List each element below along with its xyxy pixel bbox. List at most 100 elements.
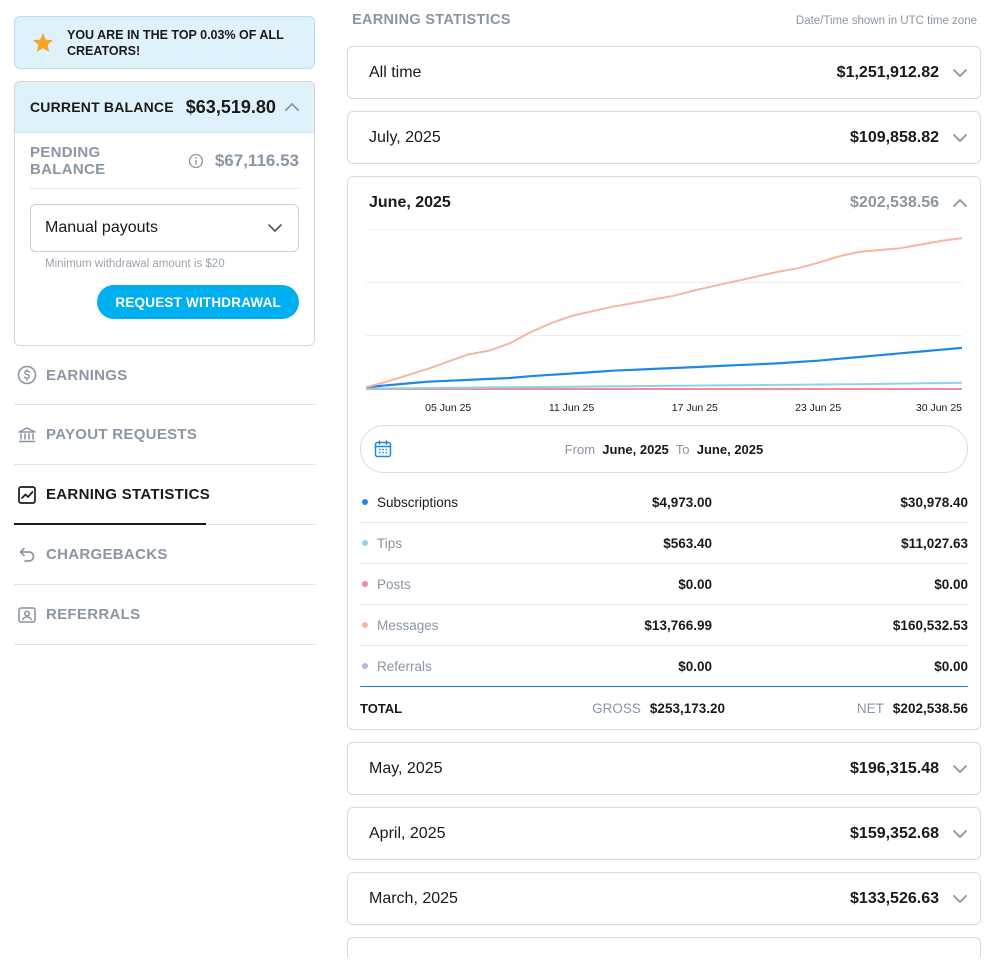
row-gross: $4,973.00 xyxy=(651,494,712,510)
to-label: To xyxy=(675,441,690,457)
from-value: June, 2025 xyxy=(602,441,669,457)
nav-item-earning-statistics[interactable]: EARNING STATISTICS xyxy=(14,465,315,525)
expanded-period-header[interactable]: June, 2025 $202,538.56 xyxy=(360,177,968,229)
nav-label-payout-requests: PAYOUT REQUESTS xyxy=(46,426,198,443)
banner-text: YOU ARE IN THE TOP 0.03% OF ALL CREATORS… xyxy=(67,27,284,58)
row-label: Posts xyxy=(377,576,411,592)
nav-label-referrals: REFERRALS xyxy=(46,606,141,623)
table-row-messages: Messages $13,766.99 $160,532.53 xyxy=(360,605,968,646)
table-row-subscriptions: Subscriptions $4,973.00 $30,978.40 xyxy=(360,482,968,523)
side-nav: EARNINGS PAYOUT REQUESTS EARNING STATIST… xyxy=(14,346,315,645)
series-dot xyxy=(362,622,368,628)
period-amount: $202,538.56 xyxy=(850,194,939,211)
period-row-may-2025[interactable]: May, 2025 $196,315.48 xyxy=(347,742,981,795)
page-title: EARNING STATISTICS xyxy=(352,12,511,28)
row-gross: $0.00 xyxy=(678,576,712,592)
to-value: June, 2025 xyxy=(696,441,764,457)
row-gross: $0.00 xyxy=(678,658,712,674)
series-line-tips xyxy=(365,381,963,390)
chevron-down-icon xyxy=(953,894,967,903)
row-net: $0.00 xyxy=(934,576,968,592)
min-withdrawal-hint: Minimum withdrawal amount is $20 xyxy=(45,258,225,270)
row-net: $160,532.53 xyxy=(892,617,968,633)
net-total: $202,538.56 xyxy=(892,700,968,716)
period-expanded-june-2025: June, 2025 $202,538.56 05 Jun 25 11 Jun 2… xyxy=(347,176,981,730)
nav-item-referrals[interactable]: REFERRALS xyxy=(14,585,315,645)
gross-label: GROSS xyxy=(592,700,641,716)
nav-item-chargebacks[interactable]: CHARGEBACKS xyxy=(14,525,315,585)
nav-item-payout-requests[interactable]: PAYOUT REQUESTS xyxy=(14,405,315,465)
series-dot xyxy=(362,499,368,505)
period-amount: $1,251,912.82 xyxy=(836,63,939,81)
nav-label-earning-statistics: EARNING STATISTICS xyxy=(46,486,211,503)
period-row-march-2025[interactable]: March, 2025 $133,526.63 xyxy=(347,872,981,925)
main-panel: EARNING STATISTICS Date/Time shown in UT… xyxy=(347,0,981,957)
row-net: $30,978.40 xyxy=(900,494,968,510)
x-tick-label: 23 Jun 25 xyxy=(795,402,841,414)
chevron-up-icon[interactable] xyxy=(284,99,300,115)
table-total-row: TOTAL GROSS $253,173.20 NET $202,538.56 xyxy=(360,687,968,729)
chevron-down-icon xyxy=(953,829,967,838)
x-tick-label: 30 Jun 25 xyxy=(916,402,962,414)
row-gross: $13,766.99 xyxy=(644,617,712,633)
period-amount: $196,315.48 xyxy=(850,759,939,777)
star-icon xyxy=(33,32,53,52)
series-dot xyxy=(362,663,368,669)
balance-card: CURRENT BALANCE $63,519.80 PENDING BALAN… xyxy=(14,81,315,346)
net-label: NET xyxy=(856,700,884,716)
row-net: $11,027.63 xyxy=(901,535,968,551)
row-label: Messages xyxy=(377,617,439,633)
calendar-icon[interactable] xyxy=(373,439,393,459)
pending-balance-value: $67,116.53 xyxy=(214,150,299,170)
period-name: All time xyxy=(369,63,422,81)
left-panel: YOU ARE IN THE TOP 0.03% OF ALL CREATORS… xyxy=(14,16,315,645)
period-name: July, 2025 xyxy=(369,128,441,146)
chart-svg: 05 Jun 25 11 Jun 25 17 Jun 25 23 Jun 25 30 J… xyxy=(365,229,963,414)
table-row-referrals: Referrals $0.00 $0.00 xyxy=(360,646,968,687)
earnings-line-chart: 05 Jun 25 11 Jun 25 17 Jun 25 23 Jun 25 30 J… xyxy=(360,229,968,421)
period-name: April, 2025 xyxy=(369,824,446,842)
period-row-april-2025[interactable]: April, 2025 $159,352.68 xyxy=(347,807,981,860)
period-name: May, 2025 xyxy=(369,759,443,777)
nav-label-chargebacks: CHARGEBACKS xyxy=(46,546,168,563)
chevron-up-icon xyxy=(953,199,967,207)
current-balance-value: $63,519.80 xyxy=(185,96,276,117)
series-dot xyxy=(362,540,368,546)
series-line-subscriptions xyxy=(365,346,963,389)
pending-balance-label: PENDING BALANCE xyxy=(30,143,106,178)
row-label: Tips xyxy=(377,535,403,551)
row-label: Referrals xyxy=(377,658,432,674)
period-name: June, 2025 xyxy=(369,194,451,211)
dollar-circle-icon xyxy=(17,365,37,385)
undo-icon xyxy=(19,547,35,562)
top-creator-banner: YOU ARE IN THE TOP 0.03% OF ALL CREATORS… xyxy=(14,16,315,69)
gross-total: $253,173.20 xyxy=(649,700,725,716)
series-dot xyxy=(362,581,368,587)
chevron-down-icon xyxy=(953,133,967,142)
request-withdrawal-button[interactable]: REQUEST WITHDRAWAL xyxy=(97,285,299,319)
person-card-icon xyxy=(18,606,36,623)
x-tick-label: 05 Jun 25 xyxy=(425,402,471,414)
current-balance-header[interactable]: CURRENT BALANCE $63,519.80 xyxy=(15,82,314,133)
x-tick-label: 17 Jun 25 xyxy=(672,402,718,414)
row-net: $0.00 xyxy=(934,658,968,674)
payout-mode-select[interactable]: Manual payouts xyxy=(30,204,299,252)
row-gross: $563.40 xyxy=(663,535,712,551)
info-icon[interactable] xyxy=(188,153,204,169)
chevron-down-icon xyxy=(268,224,282,232)
period-amount: $109,858.82 xyxy=(850,128,939,146)
period-row-partial[interactable] xyxy=(347,937,981,957)
period-row-all-time[interactable]: All time $1,251,912.82 xyxy=(347,46,981,99)
period-amount: $159,352.68 xyxy=(850,824,939,842)
x-tick-label: 11 Jun 25 xyxy=(549,402,595,414)
period-row-july-2025[interactable]: July, 2025 $109,858.82 xyxy=(347,111,981,164)
from-label: From xyxy=(564,441,596,457)
period-amount: $133,526.63 xyxy=(850,889,939,907)
series-line-messages xyxy=(365,237,963,389)
table-row-posts: Posts $0.00 $0.00 xyxy=(360,564,968,605)
payout-mode-value: Manual payouts xyxy=(45,219,158,236)
date-range-picker[interactable]: From June, 2025 To June, 2025 xyxy=(360,425,968,473)
earnings-breakdown-table: Subscriptions $4,973.00 $30,978.40 Tips … xyxy=(360,482,968,729)
nav-item-earnings[interactable]: EARNINGS xyxy=(14,346,315,405)
current-balance-label: CURRENT BALANCE xyxy=(30,99,174,115)
